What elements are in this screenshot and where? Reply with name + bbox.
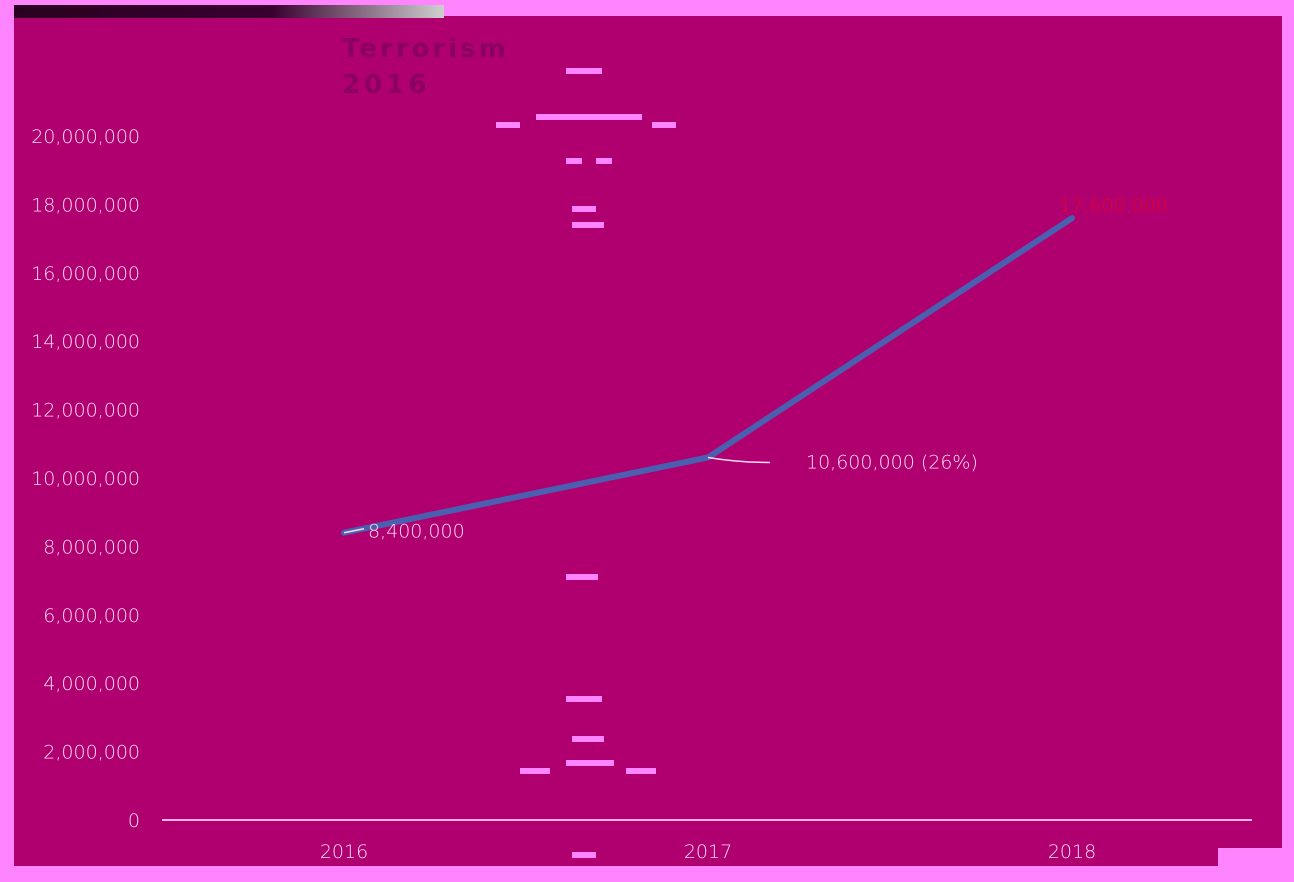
- y-tick-label: 16,000,000: [31, 263, 140, 285]
- y-tick-label: 8,000,000: [43, 536, 140, 558]
- y-tick-label: 6,000,000: [43, 605, 140, 627]
- y-tick-label: 10,000,000: [31, 468, 140, 490]
- x-axis: 2016 2017 2018: [320, 841, 1096, 863]
- y-tick-label: 0: [128, 810, 140, 832]
- series-group: [341, 215, 1075, 536]
- chart-title: Terrorism: [342, 34, 509, 64]
- data-labels: 8,400,000 10,600,000 (26%) 17,600,000: [343, 195, 1168, 543]
- plot-background: [14, 16, 1282, 866]
- data-label: 10,600,000 (26%): [806, 451, 978, 473]
- y-tick-label: 18,000,000: [31, 194, 140, 216]
- label-leader: [707, 456, 771, 464]
- top-strip: [14, 5, 444, 18]
- x-tick-label: 2018: [1048, 841, 1096, 863]
- series-line: [341, 215, 1075, 536]
- y-axis: 0 2,000,000 4,000,000 6,000,000 8,000,000 10,…: [31, 126, 140, 832]
- chart-subtitle: 2016: [342, 70, 431, 100]
- label-leader: [343, 527, 365, 534]
- x-tick-label: 2016: [320, 841, 368, 863]
- data-label: 17,600,000: [1059, 195, 1168, 217]
- data-label: 8,400,000: [368, 521, 465, 543]
- y-tick-label: 2,000,000: [43, 742, 140, 764]
- decorative-pattern: [496, 68, 1282, 878]
- y-tick-label: 20,000,000: [31, 126, 140, 148]
- x-tick-label: 2017: [684, 841, 732, 863]
- y-tick-label: 4,000,000: [43, 673, 140, 695]
- y-tick-label: 14,000,000: [31, 331, 140, 353]
- y-tick-label: 12,000,000: [31, 400, 140, 422]
